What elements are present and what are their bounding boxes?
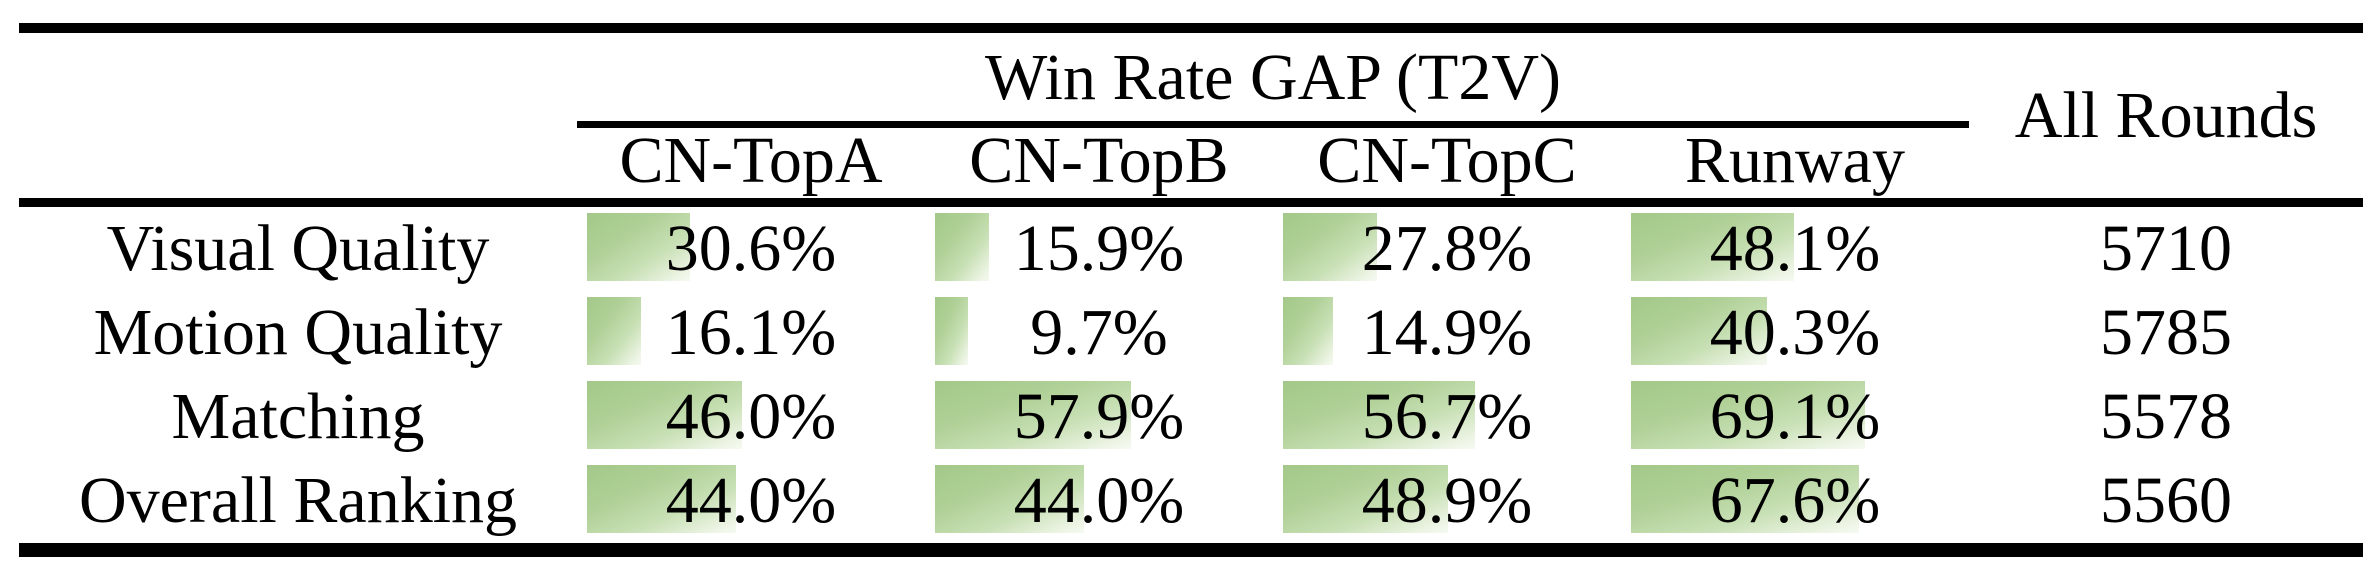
win-rate-bar-track	[935, 465, 1273, 533]
all-rounds-value: 5578	[2100, 380, 2232, 453]
win-rate-bar-track	[587, 381, 925, 449]
win-rate-bar-track	[587, 465, 925, 533]
table-cell: 30.6%	[577, 207, 925, 291]
table-cell: 40.3%	[1621, 291, 1969, 375]
win-rate-value: 27.8%	[1361, 212, 1533, 285]
win-rate-bar	[587, 213, 691, 281]
table-cell: 48.9%	[1273, 459, 1621, 543]
table-bottom-rule	[19, 543, 2363, 557]
win-rate-bar	[1631, 381, 1865, 449]
win-rate-bar	[1283, 213, 1377, 281]
win-rate-bar-track	[1631, 213, 1969, 281]
column-header-cn-topb: CN-TopB	[969, 124, 1229, 197]
win-rate-bar	[1631, 213, 1794, 281]
win-rate-value: 44.0%	[1013, 464, 1185, 537]
win-rate-bar	[587, 465, 736, 533]
win-rate-value: 56.7%	[1361, 380, 1533, 453]
column-header-cn-topa: CN-TopA	[619, 124, 883, 197]
win-rate-value: 9.7%	[1030, 296, 1168, 369]
table-cell: 57.9%	[925, 375, 1273, 459]
win-rate-bar-track	[1283, 465, 1621, 533]
header-cmidrule	[577, 121, 1969, 128]
all-rounds-value: 5710	[2100, 212, 2232, 285]
win-rate-value: 48.9%	[1361, 464, 1533, 537]
win-rate-value: 16.1%	[665, 296, 837, 369]
win-rate-bar	[587, 297, 642, 365]
win-rate-value: 46.0%	[665, 380, 837, 453]
table-cell: 46.0%	[577, 375, 925, 459]
win-rate-bar	[935, 297, 968, 365]
spanning-header-win-rate-gap: Win Rate GAP (T2V)	[985, 41, 1561, 114]
win-rate-value: 48.1%	[1709, 212, 1881, 285]
column-header-cn-topc: CN-TopC	[1317, 124, 1577, 197]
row-label: Matching	[171, 380, 425, 453]
table-cell: 56.7%	[1273, 375, 1621, 459]
column-header-all-rounds: All Rounds	[2014, 78, 2318, 152]
win-rate-bar	[1631, 465, 1860, 533]
win-rate-bar-track	[935, 381, 1273, 449]
row-label: Visual Quality	[106, 212, 490, 285]
win-rate-table: Win Rate GAP (T2V) CN-TopA CN-TopB CN-To…	[19, 23, 2363, 557]
win-rate-value: 69.1%	[1709, 380, 1881, 453]
win-rate-value: 57.9%	[1013, 380, 1185, 453]
all-rounds-value: 5785	[2100, 296, 2232, 369]
win-rate-bar	[935, 213, 989, 281]
table-cell: 16.1%	[577, 291, 925, 375]
table-cell: 27.8%	[1273, 207, 1621, 291]
table-cell: 67.6%	[1621, 459, 1969, 543]
win-rate-bar-track	[1631, 381, 1969, 449]
win-rate-bar-track	[935, 213, 1273, 281]
table-cell: 48.1%	[1621, 207, 1969, 291]
table-row-matching: Matching 46.0% 57.9% 56.7% 69.1% 5578	[19, 375, 2363, 459]
win-rate-value: 67.6%	[1709, 464, 1881, 537]
table-top-rule	[19, 23, 2363, 33]
win-rate-bar	[935, 465, 1084, 533]
win-rate-bar-track	[587, 213, 925, 281]
win-rate-bar-track	[1283, 297, 1621, 365]
table-header: Win Rate GAP (T2V) CN-TopA CN-TopB CN-To…	[19, 33, 2363, 198]
win-rate-bar	[1283, 297, 1334, 365]
win-rate-value: 14.9%	[1361, 296, 1533, 369]
win-rate-bar-track	[587, 297, 925, 365]
all-rounds-value: 5560	[2100, 464, 2232, 537]
win-rate-bar	[1283, 465, 1449, 533]
win-rate-bar	[1283, 381, 1475, 449]
win-rate-value: 44.0%	[665, 464, 837, 537]
win-rate-bar	[1631, 297, 1768, 365]
win-rate-value: 15.9%	[1013, 212, 1185, 285]
table-cell: 15.9%	[925, 207, 1273, 291]
table-cell: 69.1%	[1621, 375, 1969, 459]
table-row-motion-quality: Motion Quality 16.1% 9.7% 14.9% 40.3% 57…	[19, 291, 2363, 375]
win-rate-bar	[935, 381, 1131, 449]
win-rate-value: 40.3%	[1709, 296, 1881, 369]
column-header-runway: Runway	[1685, 124, 1905, 197]
win-rate-bar-track	[1631, 297, 1969, 365]
win-rate-bar-track	[1631, 465, 1969, 533]
table-cell: 14.9%	[1273, 291, 1621, 375]
table-cell: 9.7%	[925, 291, 1273, 375]
table-cell: 44.0%	[577, 459, 925, 543]
table-mid-rule	[19, 198, 2363, 207]
win-rate-bar	[587, 381, 743, 449]
row-label: Overall Ranking	[78, 464, 518, 537]
win-rate-bar-track	[1283, 213, 1621, 281]
win-rate-value: 30.6%	[665, 212, 837, 285]
win-rate-bar-track	[1283, 381, 1621, 449]
win-rate-bar-track	[935, 297, 1273, 365]
table-row-overall-ranking: Overall Ranking 44.0% 44.0% 48.9% 67.6% …	[19, 459, 2363, 543]
row-label: Motion Quality	[93, 296, 503, 369]
table-cell: 44.0%	[925, 459, 1273, 543]
table-row-visual-quality: Visual Quality 30.6% 15.9% 27.8% 48.1% 5…	[19, 207, 2363, 291]
